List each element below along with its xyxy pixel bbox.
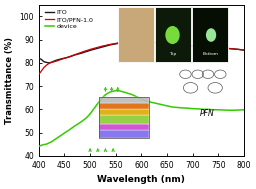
Bar: [99, 97, 148, 138]
X-axis label: Wavelength (nm): Wavelength (nm): [97, 175, 185, 184]
Bar: [99, 109, 148, 115]
Bar: [99, 115, 148, 124]
Text: Top: Top: [169, 52, 176, 56]
Y-axis label: Transmittance (%): Transmittance (%): [5, 37, 14, 124]
Text: Bottom: Bottom: [202, 52, 218, 56]
Bar: [155, 7, 190, 62]
Bar: [192, 7, 228, 62]
Ellipse shape: [206, 28, 216, 42]
Ellipse shape: [165, 26, 180, 44]
Legend: ITO, ITO/PFN-1.0, device: ITO, ITO/PFN-1.0, device: [44, 9, 94, 30]
Text: PFN: PFN: [200, 109, 214, 118]
Bar: [99, 103, 148, 109]
Bar: [99, 124, 148, 130]
Bar: [118, 7, 154, 62]
Bar: [99, 97, 148, 103]
Bar: [99, 130, 148, 138]
